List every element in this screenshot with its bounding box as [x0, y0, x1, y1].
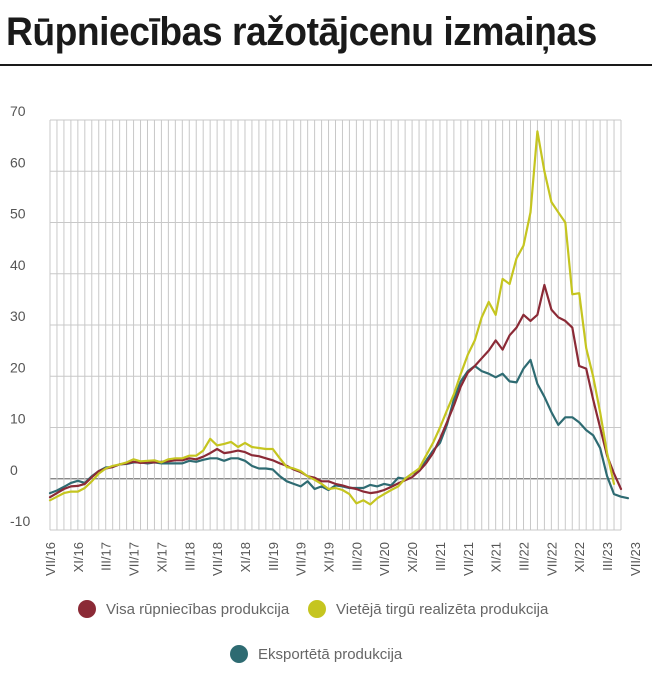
x-tick-label: VII/18	[210, 542, 225, 576]
x-tick-label: XI/19	[322, 542, 337, 572]
series-line-2	[48, 358, 630, 500]
legend-swatch-domestic	[308, 600, 326, 618]
series-line-0	[48, 283, 623, 499]
x-tick-label: III/21	[433, 542, 448, 571]
x-tick-label: XI/21	[489, 542, 504, 572]
x-tick-label: VII/20	[377, 542, 392, 576]
x-tick-label: XI/18	[238, 542, 253, 572]
x-tick-label: III/23	[600, 542, 615, 571]
y-tick-label: 10	[10, 411, 26, 427]
x-tick-label: VII/22	[544, 542, 559, 576]
x-tick-label: VII/16	[43, 542, 58, 576]
legend-swatch-export	[230, 645, 248, 663]
x-tick-label: XI/20	[405, 542, 420, 572]
y-tick-label: 60	[10, 154, 26, 170]
x-tick-label: XI/17	[154, 542, 169, 572]
y-tick-label: 70	[10, 103, 26, 119]
y-tick-label: 40	[10, 257, 26, 273]
y-tick-label: 30	[10, 308, 26, 324]
grid	[49, 119, 622, 531]
legend-item-domestic: Vietējā tirgū realizēta produkcija	[308, 600, 548, 618]
x-tick-label: III/22	[517, 542, 532, 571]
x-tick-label: VII/23	[628, 542, 643, 576]
legend-label-export: Eksportētā produkcija	[258, 645, 403, 663]
legend: Visa rūpniecības produkcija Vietējā tirg…	[0, 600, 652, 680]
legend-item-total: Visa rūpniecības produkcija	[78, 600, 289, 618]
x-tick-label: III/18	[182, 542, 197, 571]
legend-label-domestic: Vietējā tirgū realizēta produkcija	[336, 600, 549, 618]
x-tick-label: VII/17	[127, 542, 142, 576]
x-tick-label: III/17	[99, 542, 114, 571]
series-lines	[48, 130, 630, 506]
x-tick-label: VII/19	[294, 542, 309, 576]
x-tick-label: XI/16	[71, 542, 86, 572]
x-tick-label: VII/21	[461, 542, 476, 576]
chart-title: Rūpniecības ražotājcenu izmaiņas	[6, 10, 597, 54]
series-line-1	[48, 130, 616, 506]
x-tick-label: XI/22	[572, 542, 587, 572]
x-axis-ticks: VII/16 XI/16 III/17 VII/17 XI/17 III/18 VII/18…	[43, 542, 643, 576]
y-tick-label: -10	[10, 513, 30, 529]
y-tick-label: 50	[10, 206, 26, 222]
x-tick-label: III/19	[266, 542, 281, 571]
legend-swatch-total	[78, 600, 96, 618]
title-underline	[0, 64, 652, 66]
y-tick-label: 20	[10, 359, 26, 375]
legend-label-total: Visa rūpniecības produkcija	[106, 600, 290, 618]
x-tick-label: III/20	[349, 542, 364, 571]
legend-item-export: Eksportētā produkcija	[230, 645, 402, 663]
y-axis-ticks: -10 0 10 20 30 40 50 60 70	[10, 103, 30, 529]
y-tick-label: 0	[10, 462, 18, 478]
